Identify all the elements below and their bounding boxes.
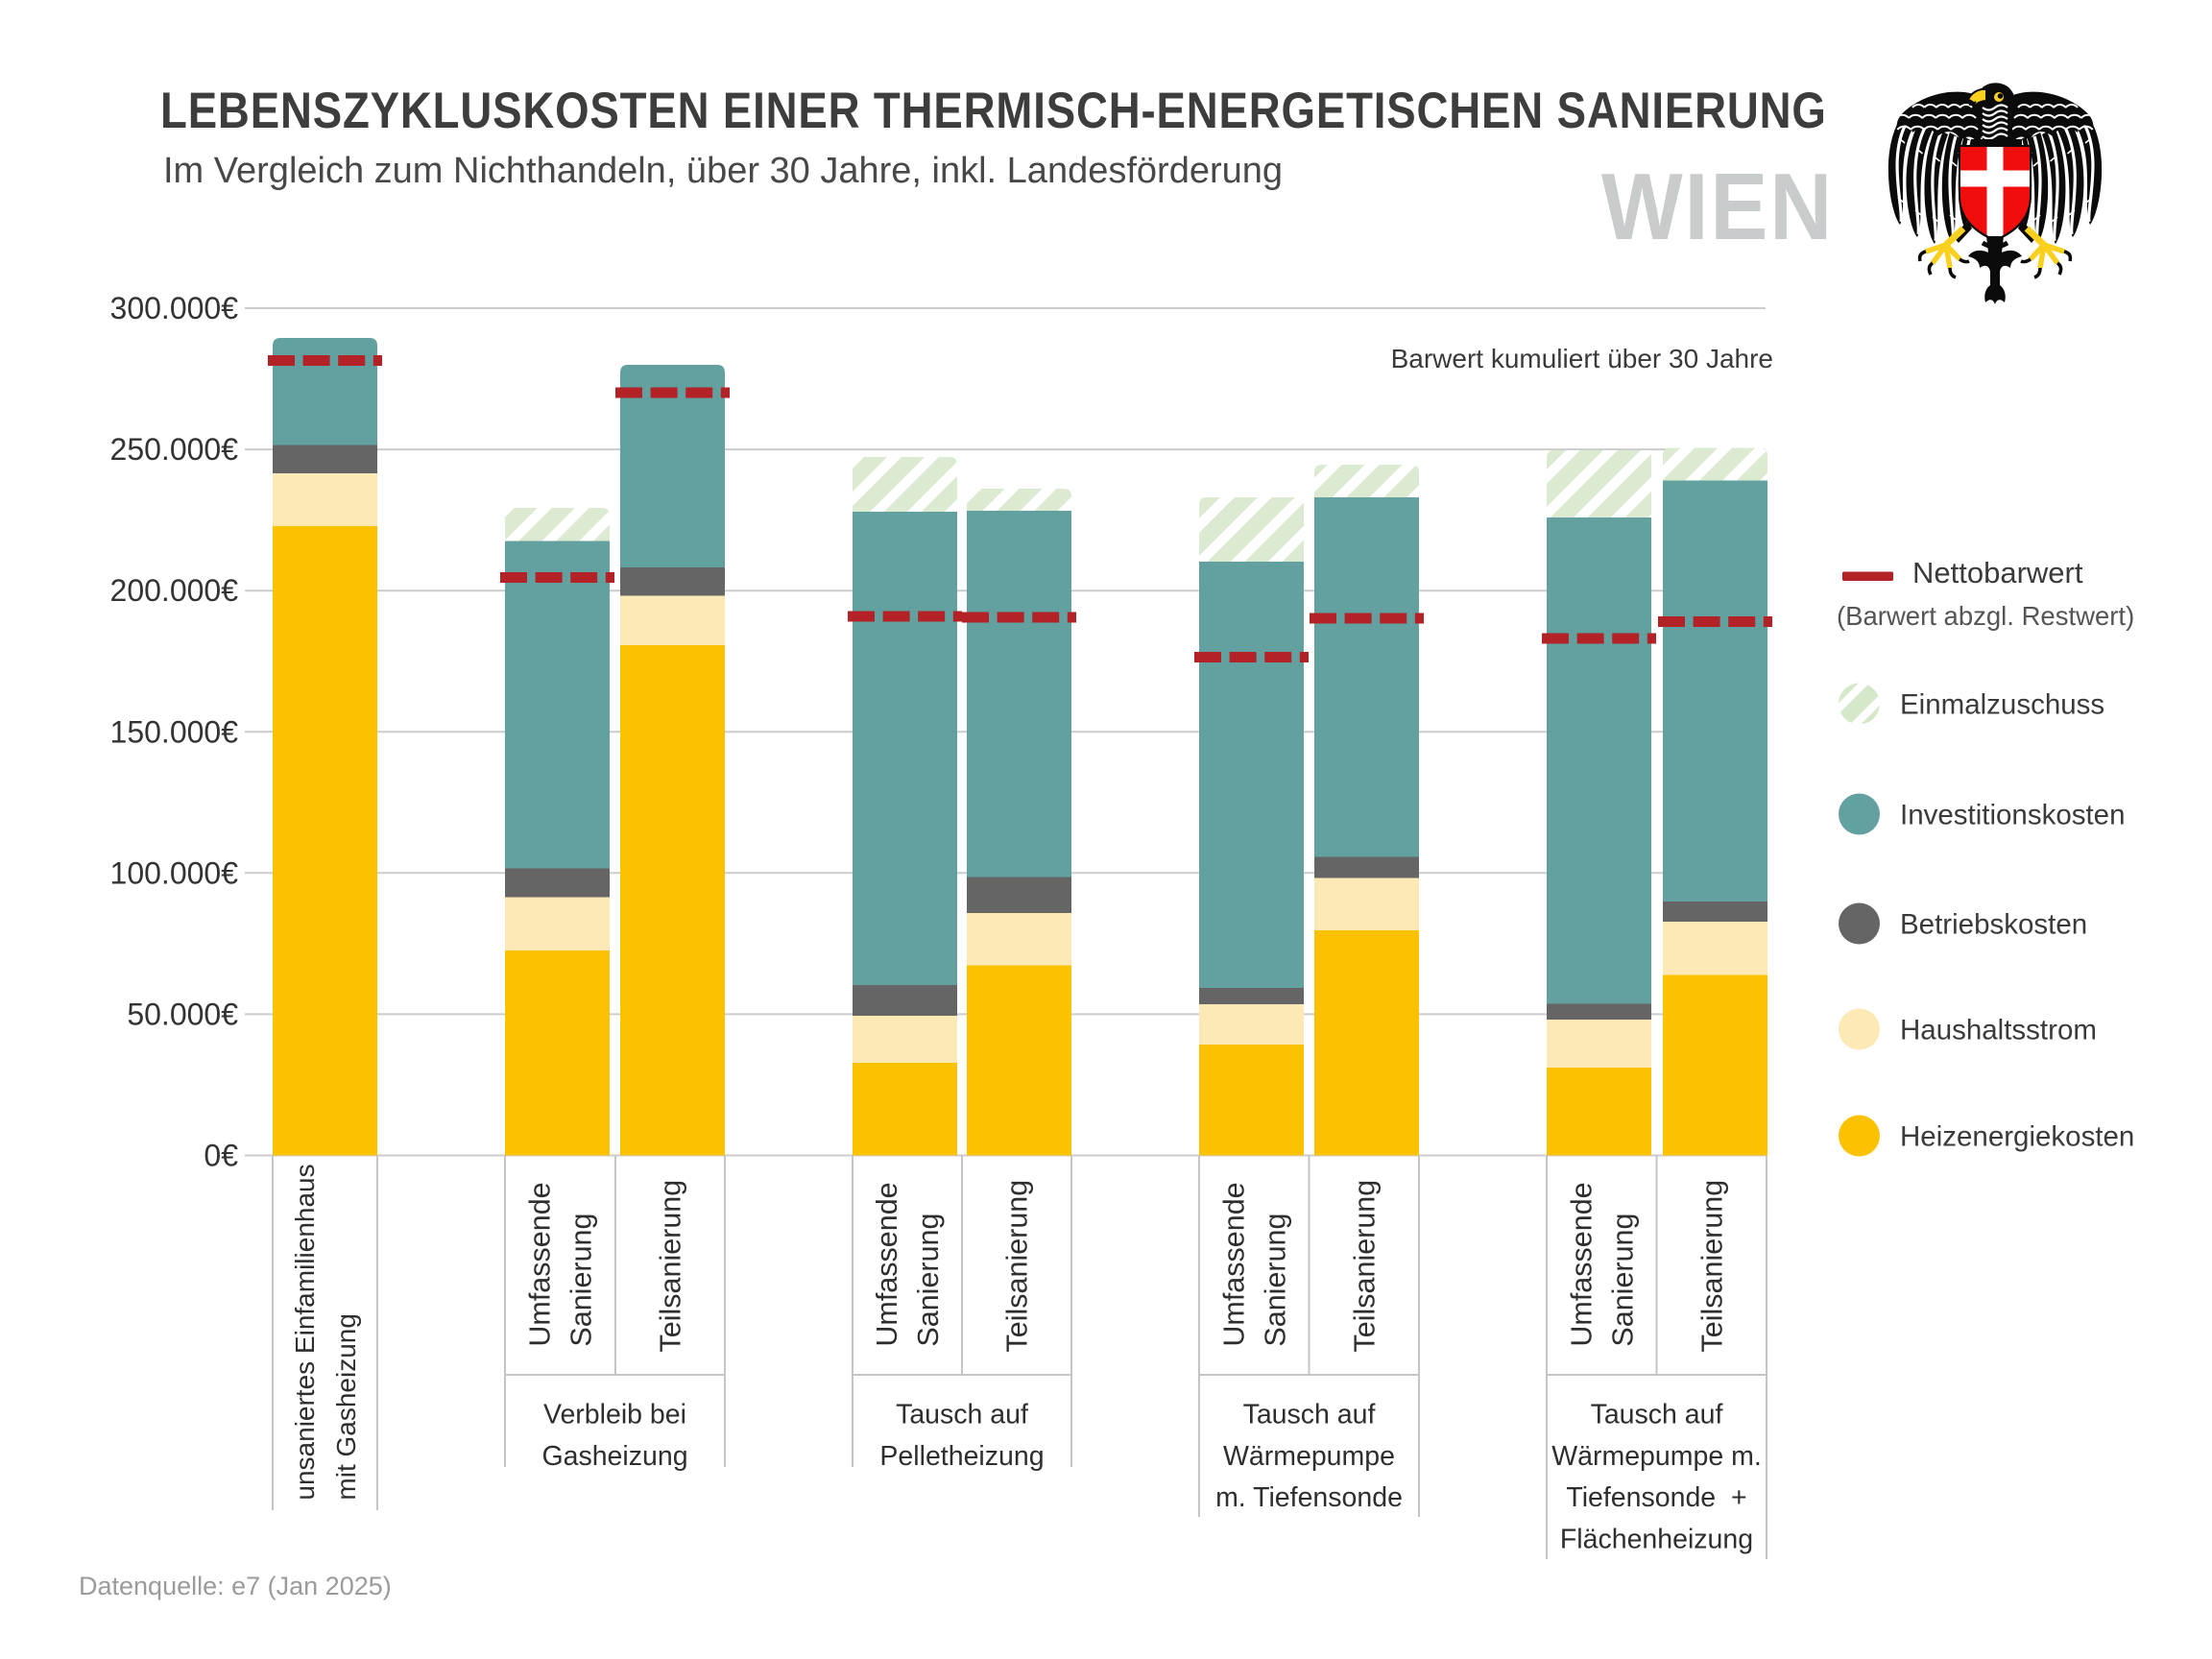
- svg-text:Sanierung: Sanierung: [1260, 1214, 1292, 1347]
- svg-text:Tiefensonde +: Tiefensonde +: [1566, 1482, 1746, 1513]
- svg-text:WIEN: WIEN: [1601, 154, 1834, 258]
- svg-text:(Barwert abzgl. Restwert): (Barwert abzgl. Restwert): [1837, 601, 2134, 631]
- svg-text:mit Gasheizung: mit Gasheizung: [331, 1313, 361, 1501]
- svg-text:200.000€: 200.000€: [110, 573, 239, 608]
- svg-text:Sanierung: Sanierung: [1607, 1214, 1640, 1347]
- svg-text:Barwert kumuliert über 30 Jahr: Barwert kumuliert über 30 Jahre: [1391, 344, 1773, 373]
- svg-text:Umfassende: Umfassende: [1218, 1182, 1251, 1346]
- svg-text:Umfassende: Umfassende: [1566, 1182, 1599, 1346]
- svg-text:Pelletheizung: Pelletheizung: [879, 1441, 1044, 1472]
- svg-text:Sanierung: Sanierung: [565, 1214, 598, 1347]
- svg-text:150.000€: 150.000€: [110, 714, 239, 749]
- svg-text:unsaniertes Einfamilienhaus: unsaniertes Einfamilienhaus: [290, 1164, 320, 1500]
- svg-text:Einmalzuschuss: Einmalzuschuss: [1900, 689, 2104, 721]
- svg-text:Wärmepumpe: Wärmepumpe: [1223, 1441, 1395, 1472]
- svg-text:Investitionskosten: Investitionskosten: [1900, 800, 2126, 831]
- svg-text:Tausch auf: Tausch auf: [1243, 1400, 1376, 1431]
- svg-text:Datenquelle: e7 (Jan 2025): Datenquelle: e7 (Jan 2025): [79, 1572, 392, 1600]
- svg-text:Teilsanierung: Teilsanierung: [1349, 1180, 1382, 1353]
- svg-text:Umfassende: Umfassende: [524, 1182, 557, 1346]
- svg-text:Gasheizung: Gasheizung: [541, 1441, 687, 1472]
- svg-text:Tausch auf: Tausch auf: [896, 1400, 1028, 1431]
- svg-text:Sanierung: Sanierung: [912, 1214, 945, 1347]
- svg-text:100.000€: 100.000€: [110, 855, 239, 890]
- svg-text:LEBENSZYKLUSKOSTEN EINER THERM: LEBENSZYKLUSKOSTEN EINER THERMISCH-ENERG…: [160, 83, 1827, 139]
- svg-text:Flächenheizung: Flächenheizung: [1560, 1524, 1753, 1554]
- svg-text:m. Tiefensonde: m. Tiefensonde: [1215, 1482, 1403, 1513]
- svg-text:Nettobarwert: Nettobarwert: [1912, 556, 2083, 589]
- svg-text:Tausch auf: Tausch auf: [1591, 1400, 1723, 1431]
- svg-text:Haushaltsstrom: Haushaltsstrom: [1900, 1015, 2097, 1046]
- svg-text:Teilsanierung: Teilsanierung: [1696, 1180, 1729, 1353]
- svg-text:250.000€: 250.000€: [110, 432, 239, 467]
- svg-text:Im Vergleich zum Nichthandeln,: Im Vergleich zum Nichthandeln, über 30 J…: [163, 151, 1283, 191]
- svg-text:Verbleib bei: Verbleib bei: [543, 1400, 686, 1431]
- svg-text:Teilsanierung: Teilsanierung: [1001, 1180, 1034, 1353]
- svg-text:Wärmepumpe m.: Wärmepumpe m.: [1551, 1441, 1762, 1472]
- svg-text:Heizenergiekosten: Heizenergiekosten: [1900, 1121, 2134, 1153]
- svg-text:Umfassende: Umfassende: [871, 1182, 903, 1346]
- svg-text:Teilsanierung: Teilsanierung: [655, 1180, 687, 1353]
- svg-text:Betriebskosten: Betriebskosten: [1900, 909, 2087, 941]
- svg-text:0€: 0€: [204, 1139, 238, 1173]
- svg-text:50.000€: 50.000€: [127, 997, 238, 1031]
- svg-text:300.000€: 300.000€: [110, 291, 239, 325]
